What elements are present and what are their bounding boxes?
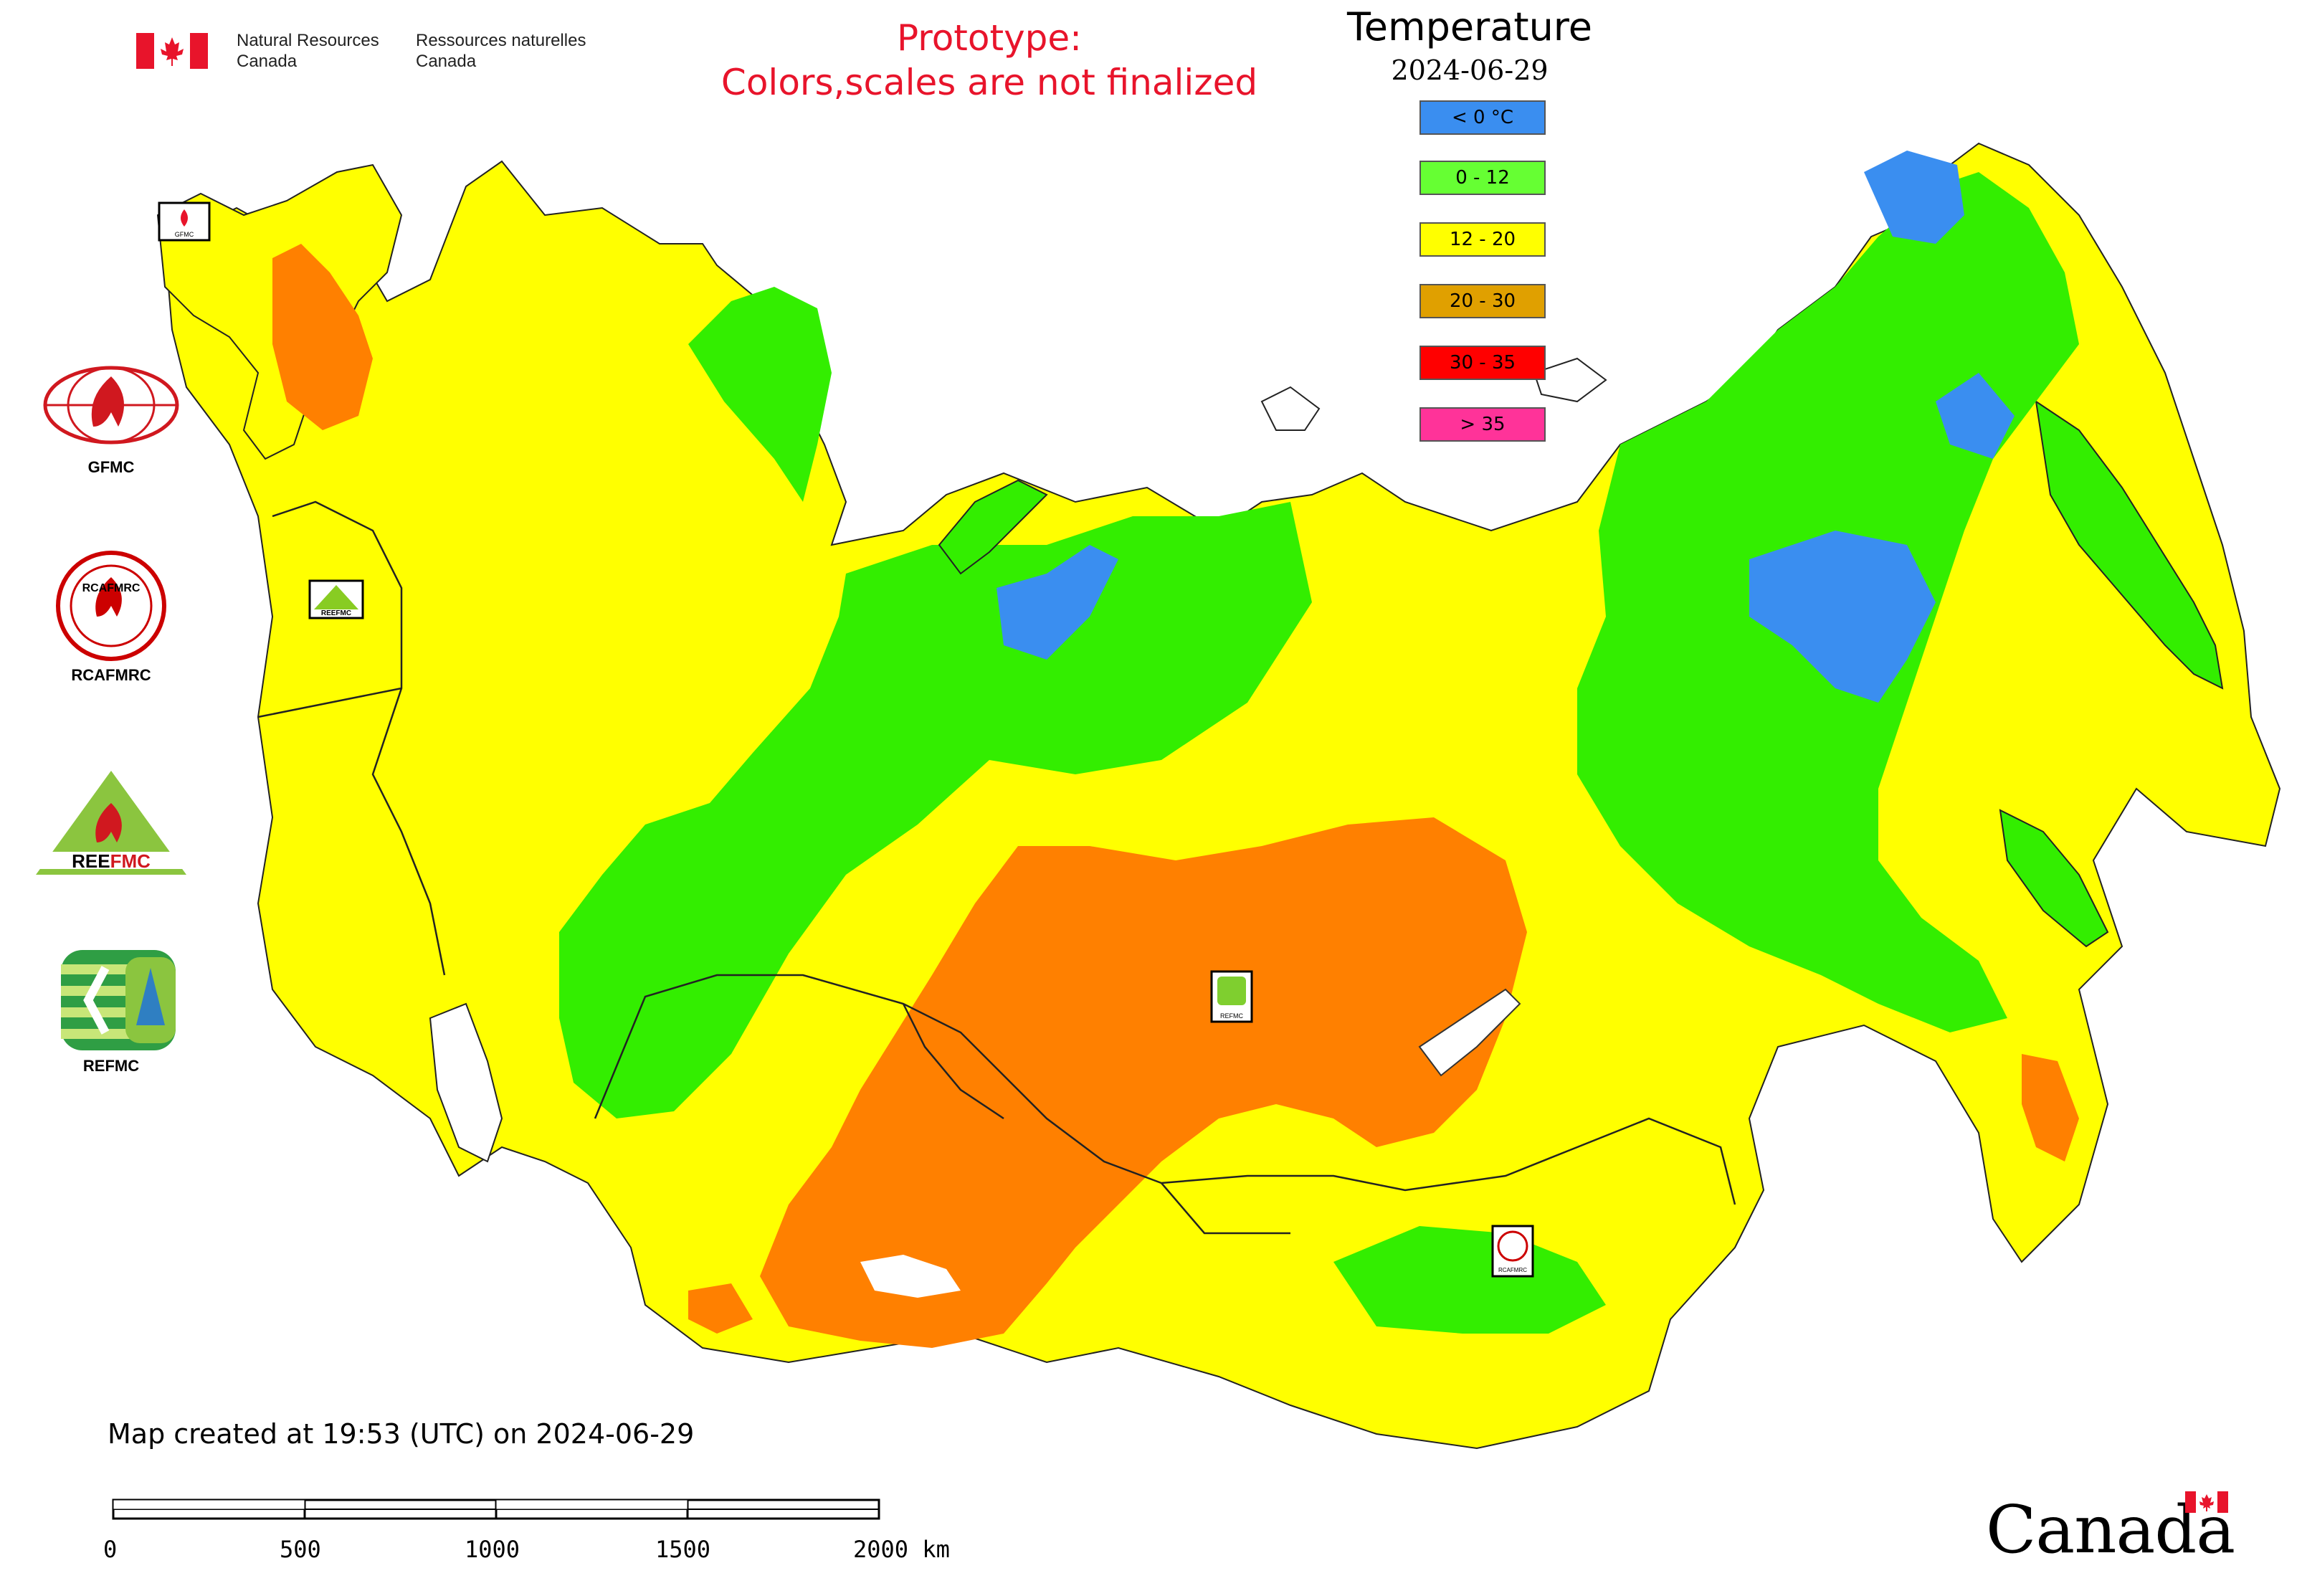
legend-date: 2024-06-29 — [1391, 54, 1549, 86]
novosibirsk-islands — [1533, 357, 1607, 403]
land-sakhalin — [1999, 809, 2109, 948]
region-cold-yamal — [997, 545, 1118, 660]
caspian-sea — [429, 1002, 503, 1163]
partner-rcafmrc[interactable]: RCAFMRC RCAFMRC — [39, 548, 183, 685]
scale-label-2000: 2000 km — [853, 1536, 950, 1563]
partner-label: GFMC — [87, 458, 135, 476]
canada-flag-icon — [2185, 1491, 2228, 1513]
department-name-en-line1: Natural Resources — [237, 31, 379, 50]
regional-center-seal-icon: RCAFMRC — [56, 551, 166, 661]
map-marker-label: RCAFMRC — [1498, 1267, 1527, 1273]
map-marker-label: REEFMC — [321, 609, 351, 617]
legend-item-12-20: 12 - 20 — [1419, 222, 1546, 257]
scale-label-0: 0 — [103, 1536, 118, 1563]
region-cool-mongolia — [1333, 1226, 1606, 1334]
severnaya-zemlya — [1260, 386, 1321, 431]
map-created-timestamp: Map created at 19:53 (UTC) on 2024-06-29 — [108, 1418, 695, 1450]
fire-flame-globe-icon — [43, 366, 179, 445]
prototype-notice-line1: Prototype: — [896, 17, 1083, 59]
department-name-en-line2: Canada — [237, 52, 298, 71]
svg-text:RCAFMRC: RCAFMRC — [82, 582, 141, 594]
department-name-english: Natural Resources Canada — [237, 30, 379, 72]
map-marker-rcafmrc[interactable]: RCAFMRC — [1491, 1225, 1534, 1278]
legend-item-below-zero: < 0 °C — [1419, 100, 1546, 135]
land-kamchatka — [2035, 399, 2224, 690]
region-warm-primorye — [2022, 1054, 2079, 1162]
map-marker-label: GFMC — [175, 231, 194, 238]
white-lakes-kazakhstan — [860, 1255, 961, 1298]
map-marker-reefmc[interactable]: REEFMC — [308, 579, 364, 619]
region-cool-kola — [688, 287, 832, 502]
map-marker-refmc[interactable]: REFMC — [1210, 970, 1253, 1023]
department-name-fr-line2: Canada — [416, 52, 477, 71]
legend-item-20-30: 20 - 30 — [1419, 284, 1546, 318]
partner-gfmc[interactable]: GFMC — [39, 362, 183, 477]
department-name-french: Ressources naturelles Canada — [416, 30, 586, 72]
scale-label-500: 500 — [280, 1536, 321, 1563]
novaya-zemlya — [938, 479, 1048, 575]
partner-reefmc[interactable]: REEFMC — [32, 767, 190, 885]
region-cold-verkhoyansk — [1749, 531, 1936, 703]
scale-bar-graphic — [112, 1498, 880, 1520]
partner-refmc[interactable]: REFMC — [39, 946, 183, 1075]
scale-label-1000: 1000 — [465, 1536, 520, 1563]
prototype-notice: Prototype: Colors,scales are not finaliz… — [667, 16, 1312, 105]
national-borders — [257, 500, 1736, 1235]
government-signature: Natural Resources Canada Ressources natu… — [136, 29, 609, 76]
map-marker-label: REFMC — [1220, 1012, 1243, 1020]
map-marker-gfmc[interactable]: GFMC — [158, 201, 211, 242]
scale-bar: 0 500 1000 1500 2000 km — [93, 1498, 982, 1577]
lake-baikal — [1418, 988, 1521, 1077]
legend-item-0-12: 0 - 12 — [1419, 161, 1546, 195]
region-warm-caspian — [688, 1283, 753, 1334]
triangle-flame-icon: REEFMC — [36, 771, 186, 875]
legend-item-30-35: 30 - 35 — [1419, 346, 1546, 380]
region-warm-central — [760, 817, 1527, 1348]
prototype-notice-line2: Colors,scales are not finalized — [720, 62, 1258, 103]
partner-label: REFMC — [82, 1057, 140, 1075]
sigma-tree-icon — [61, 950, 176, 1050]
region-cold-kolyma — [1936, 373, 2015, 459]
region-warm-west — [272, 244, 373, 430]
region-cold-chukotka — [1864, 151, 1964, 244]
department-name-fr-line1: Ressources naturelles — [416, 31, 586, 50]
svg-text:REEFMC: REEFMC — [72, 850, 151, 872]
scale-label-1500: 1500 — [655, 1536, 711, 1563]
region-cool-band — [559, 502, 1312, 1118]
canada-flag-icon — [136, 33, 208, 69]
legend-title: Temperature — [1346, 4, 1593, 49]
legend-item-above-35: > 35 — [1419, 407, 1546, 442]
partner-label: RCAFMRC — [71, 666, 151, 684]
canada-wordmark: Canada — [1986, 1491, 2235, 1568]
